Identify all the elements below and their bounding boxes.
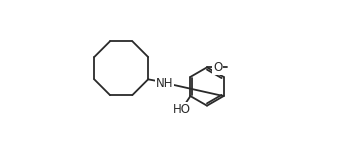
Text: NH: NH: [156, 77, 173, 90]
Text: HO: HO: [173, 103, 191, 116]
Text: O: O: [213, 61, 223, 74]
